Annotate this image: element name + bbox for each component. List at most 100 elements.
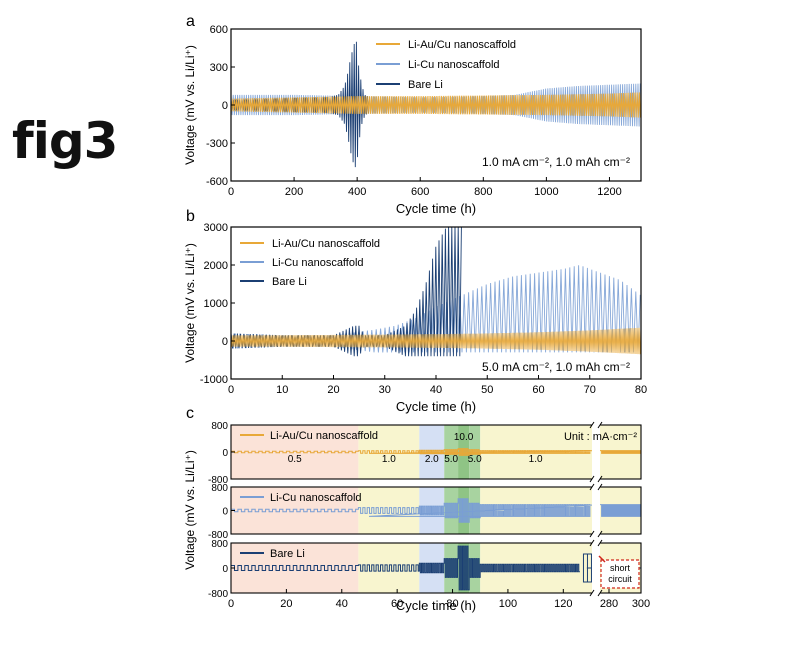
region-label: 1.0 [382,454,396,465]
panel-c: 0.5 1.0 2.0 5.010.05.0 1.0 -8000800Li-Au/Cu … [183,421,650,613]
region-label: 2.0 [425,454,439,465]
panel-b-legend: Li-Au/Cu nanoscaffold Li-Cu nanoscaffold B… [240,238,380,288]
axis-break-mark [597,539,603,547]
panel-c-xtick-label: 20 [280,598,292,610]
panel-c-ytick-label: 800 [211,483,228,494]
panel-c-xtick-label: 280 [600,598,618,610]
legend-label: Li-Au/Cu nanoscaffold [408,39,516,51]
panel-a-ytick-label: -300 [206,138,228,150]
panel-b-ytick-label: 0 [222,336,228,348]
page-title: fig3 [12,112,118,170]
panel-c-ytick-label: 0 [222,507,228,518]
panel-b-xtick-label: 20 [327,384,339,396]
panel-b-ytick-label: -1000 [200,374,228,386]
panel-a-ytick-label: 600 [210,24,228,36]
series-panel-c-1 [231,498,641,523]
series-panel-c-0 [231,448,641,456]
panel-c-ytick-label: 800 [211,421,228,432]
panel-a: 0 200 400 600 800 1000 1200 -600 -300 0 300 600 Cyc… [183,24,642,216]
short-circuit-box [600,559,640,589]
panel-b-ylabel: Voltage (mV vs. Li/Li⁺) [183,243,197,363]
panel-a-xtick-label: 400 [348,186,366,198]
legend-label: Li-Cu nanoscaffold [270,492,362,504]
axis-break-mark [589,475,595,483]
series-li-cu-a [231,83,641,127]
short-circuit-label: short [610,563,631,573]
legend-label: Li-Au/Cu nanoscaffold [270,430,378,442]
panel-a-xtick-label: 0 [228,186,234,198]
axis-break-mark [589,421,595,429]
panel-c-xtick-label: 120 [554,598,572,610]
panel-b-xtick-label: 80 [635,384,647,396]
panel-c-ytick-label: 0 [222,448,228,459]
panel-c-xtick-label: 100 [499,598,517,610]
short-circuit-arrow [598,555,606,563]
panel-b-xtick-label: 70 [584,384,596,396]
panel-a-xtick-label: 800 [474,186,492,198]
panel-c-ytick-label: 800 [211,539,228,550]
panel-c-xtick-label: 60 [391,598,403,610]
panel-a-xlabel: Cycle time (h) [396,201,476,216]
panel-b-xtick-label: 60 [532,384,544,396]
region-label: 10.0 [454,432,474,443]
panel-c-unit-label: Unit : mA·cm⁻² [564,431,637,443]
panel-b-letter: b [186,208,195,225]
region-label: 1.0 [529,454,543,465]
axis-break-mark [597,475,603,483]
axis-break-mark [589,589,595,597]
panel-a-ytick-label: 300 [210,62,228,74]
region-label: 5.0 [444,454,458,465]
panel-c-ytick-label: -800 [208,530,228,541]
panel-b-xlabel: Cycle time (h) [396,399,476,414]
series-bare-li-b [231,227,462,357]
series-li-cu-b [231,265,641,353]
panel-a-xtick-label: 600 [411,186,429,198]
series-li-au-cu-a [231,92,641,118]
legend-label: Bare Li [408,79,443,91]
panel-c-xlabel: Cycle time (h) [396,598,476,613]
panel-b-xtick-label: 50 [481,384,493,396]
panel-c-xtick-label: 80 [446,598,458,610]
panel-b-ytick-label: 3000 [204,222,228,234]
panel-c-xtick-label: 0 [228,598,234,610]
panel-a-xtick-label: 1000 [534,186,558,198]
panel-a-ytick-label: -600 [206,176,228,188]
axis-break-mark [597,421,603,429]
axis-break-mark [589,539,595,547]
axis-break-mark [597,589,603,597]
legend-label: Bare Li [272,276,307,288]
panel-a-condition: 1.0 mA cm⁻², 1.0 mAh cm⁻² [482,155,630,169]
panel-c-ytick-label: -800 [208,475,228,486]
panel-a-xtick-label: 1200 [597,186,621,198]
panel-b-xtick-label: 30 [379,384,391,396]
panel-b-xtick-label: 10 [276,384,288,396]
panel-c-ylabel: Voltage (mV vs. Li/Li⁺) [183,450,197,570]
panel-c-xtick-label: 40 [336,598,348,610]
panel-a-xtick-label: 200 [285,186,303,198]
legend-label: Li-Au/Cu nanoscaffold [272,238,380,250]
panel-b-xtick-label: 40 [430,384,442,396]
axis-break-mark [589,483,595,491]
panel-b-ytick-label: 1000 [204,298,228,310]
legend-label: Bare Li [270,548,305,560]
series-panel-c-2 [231,545,580,591]
panel-b-condition: 5.0 mA cm⁻², 1.0 mAh cm⁻² [482,360,630,374]
panel-c-xtick-label: 300 [632,598,650,610]
panel-c-ytick-label: -800 [208,589,228,600]
panel-a-ylabel: Voltage (mV vs. Li/Li⁺) [183,45,197,165]
panel-a-letter: a [186,13,195,30]
legend-label: Li-Cu nanoscaffold [408,59,500,71]
axis-break-mark [589,530,595,538]
short-circuit-label: circuit [608,574,632,584]
panel-a-ytick-label: 0 [222,100,228,112]
panel-c-letter: c [186,405,194,422]
panel-b-ytick-label: 2000 [204,260,228,272]
axis-break-mark [597,530,603,538]
region-label: 5.0 [468,454,482,465]
series-li-au-cu-b [231,327,641,355]
legend-label: Li-Cu nanoscaffold [272,257,364,269]
region-label: 0.5 [288,454,302,465]
panel-a-legend: Li-Au/Cu nanoscaffold Li-Cu nanoscaffold B… [376,39,516,91]
